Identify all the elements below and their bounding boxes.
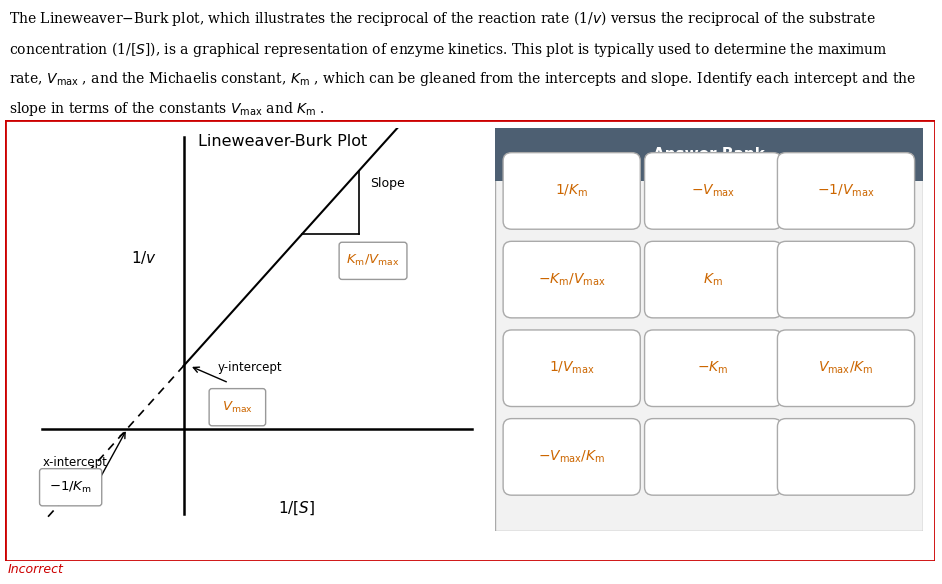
Text: slope in terms of the constants $V_{\mathrm{max}}$ and $K_{\mathrm{m}}$ .: slope in terms of the constants $V_{\mat… [9, 100, 325, 119]
Text: $-1/K_{\mathrm{m}}$: $-1/K_{\mathrm{m}}$ [49, 479, 92, 495]
Text: Incorrect: Incorrect [8, 563, 63, 576]
Text: concentration (1/[$S$]), is a graphical representation of enzyme kinetics. This : concentration (1/[$S$]), is a graphical … [9, 40, 888, 59]
Text: $-K_{\mathrm{m}}$: $-K_{\mathrm{m}}$ [697, 360, 729, 377]
FancyBboxPatch shape [644, 152, 782, 230]
FancyBboxPatch shape [503, 330, 641, 406]
FancyBboxPatch shape [339, 242, 407, 279]
Text: $-K_{\mathrm{m}}/V_{\mathrm{max}}$: $-K_{\mathrm{m}}/V_{\mathrm{max}}$ [538, 272, 606, 288]
Text: $-1/V_{\mathrm{max}}$: $-1/V_{\mathrm{max}}$ [818, 183, 875, 199]
FancyBboxPatch shape [495, 128, 923, 531]
FancyBboxPatch shape [777, 330, 915, 406]
Text: $K_{\mathrm{m}}$: $K_{\mathrm{m}}$ [704, 272, 723, 288]
Text: x-intercept: x-intercept [42, 457, 107, 470]
FancyBboxPatch shape [209, 388, 266, 426]
FancyBboxPatch shape [644, 330, 782, 406]
Text: $1/V_{\mathrm{max}}$: $1/V_{\mathrm{max}}$ [549, 360, 594, 377]
Text: Lineweaver-Burk Plot: Lineweaver-Burk Plot [198, 134, 367, 149]
Text: rate, $V_{\mathrm{max}}$ , and the Michaelis constant, $K_{\mathrm{m}}$ , which : rate, $V_{\mathrm{max}}$ , and the Micha… [9, 70, 917, 88]
FancyBboxPatch shape [495, 128, 923, 181]
Text: $V_{\mathrm{max}}$: $V_{\mathrm{max}}$ [222, 399, 252, 415]
Text: $-V_{\mathrm{max}}$: $-V_{\mathrm{max}}$ [691, 183, 735, 199]
FancyBboxPatch shape [503, 241, 641, 318]
Text: The Lineweaver$-$Burk plot, which illustrates the reciprocal of the reaction rat: The Lineweaver$-$Burk plot, which illust… [9, 9, 876, 29]
Text: $1/[S]$: $1/[S]$ [278, 500, 316, 517]
Text: $-V_{\mathrm{max}}/K_{\mathrm{m}}$: $-V_{\mathrm{max}}/K_{\mathrm{m}}$ [538, 449, 606, 465]
FancyBboxPatch shape [503, 152, 641, 230]
Text: $1/K_{\mathrm{m}}$: $1/K_{\mathrm{m}}$ [555, 183, 589, 199]
Text: Answer Bank: Answer Bank [653, 147, 765, 162]
Text: $K_{\mathrm{m}}/V_{\mathrm{max}}$: $K_{\mathrm{m}}/V_{\mathrm{max}}$ [347, 253, 399, 269]
FancyBboxPatch shape [644, 419, 782, 495]
FancyBboxPatch shape [503, 419, 641, 495]
Text: $V_{\mathrm{max}}/K_{\mathrm{m}}$: $V_{\mathrm{max}}/K_{\mathrm{m}}$ [819, 360, 874, 377]
FancyBboxPatch shape [777, 419, 915, 495]
Text: Slope: Slope [370, 176, 405, 189]
Text: y-intercept: y-intercept [218, 361, 283, 374]
FancyBboxPatch shape [40, 469, 102, 506]
FancyBboxPatch shape [777, 152, 915, 230]
Text: $1/v$: $1/v$ [131, 249, 157, 266]
FancyBboxPatch shape [777, 241, 915, 318]
FancyBboxPatch shape [5, 120, 935, 561]
FancyBboxPatch shape [644, 241, 782, 318]
